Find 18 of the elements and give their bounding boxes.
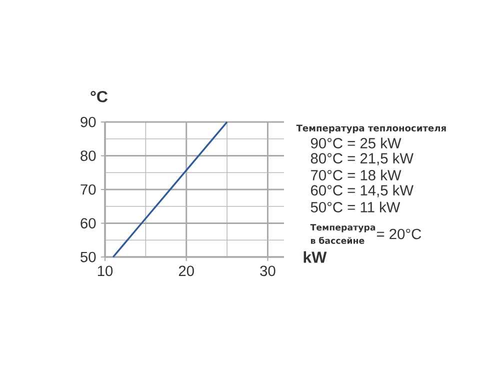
text: 50°C = 11 kW (310, 202, 400, 212)
x-tick-label: 30 (260, 266, 276, 276)
y-tick-label: 50 (80, 252, 96, 262)
text: Температура теплоносителя (296, 124, 446, 134)
text: 70°C = 18 kW (311, 170, 402, 180)
x-axis-title: kW (304, 251, 327, 263)
y-tick-label: 90 (80, 116, 96, 128)
x-tick-label: 10 (98, 266, 113, 276)
text: 60°C = 14,5 kW (311, 184, 414, 198)
text: Температура в бассейне (310, 224, 376, 244)
x-tick-label: 20 (178, 266, 194, 276)
text: 90°C = 25 kW (310, 138, 402, 148)
text: 80°C = 21,5 kW (310, 152, 414, 166)
y-tick-label: 70 (80, 184, 96, 195)
y-axis-title: °C (90, 90, 108, 102)
y-tick-label: 60 (80, 218, 96, 228)
text: = 20°C (376, 228, 422, 240)
y-tick-label: 80 (80, 150, 96, 161)
